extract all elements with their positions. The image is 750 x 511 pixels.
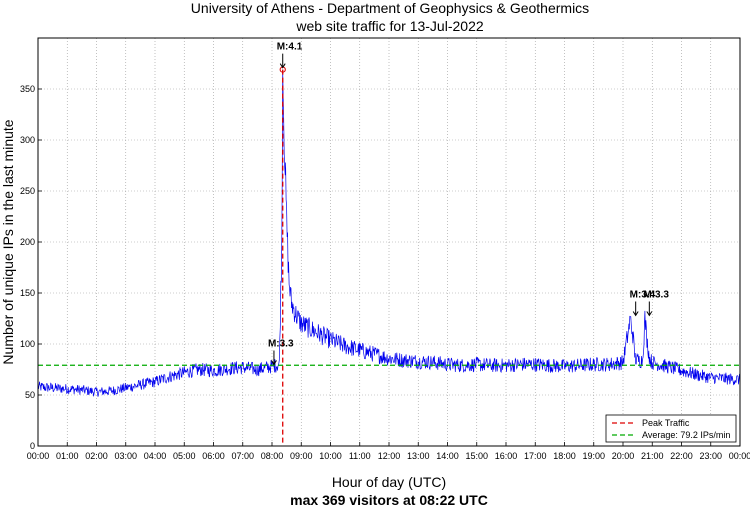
x-tick-label: 17:00 <box>524 451 547 461</box>
x-tick-label: 22:00 <box>670 451 693 461</box>
legend-average-label: Average: 79.2 IPs/min <box>642 430 730 440</box>
y-tick-label: 0 <box>30 441 35 451</box>
y-axis-label: Number of unique IPs in the last minute <box>0 119 16 364</box>
x-tick-label: 01:00 <box>56 451 79 461</box>
chart-title-line-2: web site traffic for 13-Jul-2022 <box>295 18 483 34</box>
x-tick-label: 02:00 <box>85 451 108 461</box>
legend-box <box>605 414 737 443</box>
x-tick-label: 13:00 <box>407 451 430 461</box>
y-tick-label: 300 <box>20 135 35 145</box>
annotation-label: M:3.3 <box>268 338 294 349</box>
annotation-arrow <box>632 301 639 317</box>
x-tick-label: 16:00 <box>495 451 518 461</box>
y-tick-label: 250 <box>20 186 35 196</box>
x-tick-label: 08:00 <box>261 451 284 461</box>
annotation-label: M:3.4 <box>630 289 656 300</box>
x-tick-label: 19:00 <box>582 451 605 461</box>
y-tick-label: 100 <box>20 339 35 349</box>
grid <box>38 38 740 446</box>
x-tick-label: 09:00 <box>290 451 313 461</box>
annotation-arrow <box>271 350 277 366</box>
legend-peak-label: Peak Traffic <box>642 418 690 428</box>
x-tick-label: 20:00 <box>612 451 635 461</box>
x-tick-label: 14:00 <box>436 451 459 461</box>
x-tick-label: 00:00 <box>729 451 750 461</box>
x-tick-label: 03:00 <box>114 451 137 461</box>
x-tick-label: 11:00 <box>349 451 371 461</box>
annotation-label: M:4.1 <box>277 42 303 53</box>
x-tick-label: 04:00 <box>144 451 167 461</box>
y-tick-label: 50 <box>25 390 35 400</box>
y-tick-label: 200 <box>20 237 35 247</box>
y-tick-label: 350 <box>20 84 35 94</box>
annotation-arrow <box>279 53 286 69</box>
annotation-arrow <box>646 301 653 317</box>
annotation-label: M:3.3 <box>643 289 669 300</box>
y-tick-label: 150 <box>20 288 35 298</box>
chart-title-line-1: University of Athens - Department of Geo… <box>191 0 589 16</box>
x-tick-label: 06:00 <box>202 451 225 461</box>
x-tick-label: 05:00 <box>173 451 196 461</box>
x-tick-label: 15:00 <box>465 451 488 461</box>
x-tick-label: 18:00 <box>553 451 576 461</box>
x-tick-label: 21:00 <box>641 451 664 461</box>
x-axis-label: Hour of day (UTC) <box>332 474 446 490</box>
series-line <box>37 69 741 397</box>
x-tick-label: 10:00 <box>319 451 342 461</box>
x-tick-label: 12:00 <box>378 451 401 461</box>
x-tick-label: 23:00 <box>699 451 722 461</box>
series-traffic <box>37 69 741 397</box>
legend: Peak Traffic Average: 79.2 IPs/min <box>605 414 737 443</box>
x-tick-label: 00:00 <box>27 451 50 461</box>
x-tick-label: 07:00 <box>231 451 254 461</box>
chart-footer: max 369 visitors at 08:22 UTC <box>290 492 488 508</box>
